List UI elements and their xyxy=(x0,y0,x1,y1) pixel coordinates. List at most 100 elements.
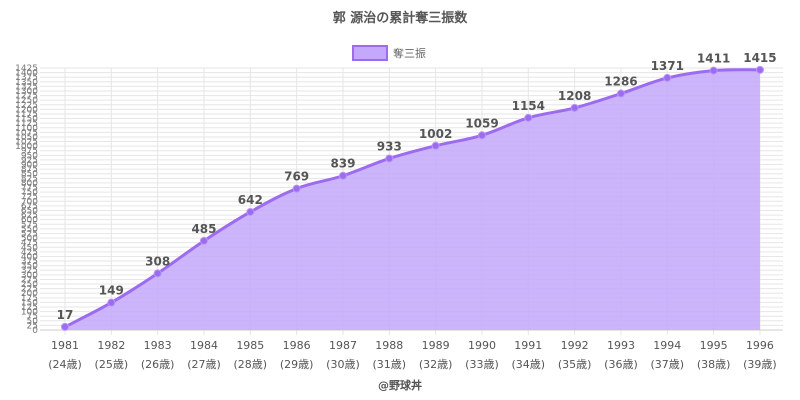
data-point[interactable] xyxy=(431,141,440,150)
y-tick-label: 525 xyxy=(21,229,38,239)
y-tick-label: 1350 xyxy=(15,78,38,88)
data-point[interactable] xyxy=(755,65,764,74)
data-label: 1208 xyxy=(558,89,591,103)
x-tick-year: 1989 xyxy=(422,339,450,352)
x-tick-age: (39歳) xyxy=(743,358,777,371)
data-point[interactable] xyxy=(292,184,301,193)
y-tick-label: 450 xyxy=(21,243,38,253)
data-point[interactable] xyxy=(477,131,486,140)
data-point[interactable] xyxy=(199,236,208,245)
x-tick-age: (32歳) xyxy=(419,358,453,371)
legend[interactable]: 奪三振 xyxy=(352,45,426,61)
data-label: 642 xyxy=(238,193,263,207)
x-tick-year: 1996 xyxy=(746,339,774,352)
data-points xyxy=(61,65,764,331)
data-point[interactable] xyxy=(524,113,533,122)
data-label: 1002 xyxy=(419,127,452,141)
y-tick-label: 950 xyxy=(21,151,38,161)
y-tick-label: 1300 xyxy=(15,87,38,97)
data-label: 769 xyxy=(284,170,309,184)
y-tick-label: 25 xyxy=(27,321,38,331)
y-tick-label: 475 xyxy=(21,239,38,249)
y-tick-label: 75 xyxy=(27,312,38,322)
y-tick-label: 425 xyxy=(21,248,38,258)
y-tick-label: 1000 xyxy=(15,142,38,152)
y-tick-label: 1150 xyxy=(15,115,38,125)
data-point[interactable] xyxy=(61,322,69,331)
y-tick-label: 225 xyxy=(21,285,38,295)
data-label: 839 xyxy=(330,157,355,171)
data-label: 17 xyxy=(57,308,74,322)
x-tick-year: 1982 xyxy=(97,339,125,352)
data-point[interactable] xyxy=(246,207,255,216)
data-label: 933 xyxy=(377,139,402,153)
x-tick-year: 1986 xyxy=(283,339,311,352)
data-point[interactable] xyxy=(338,171,347,180)
x-tick-year: 1985 xyxy=(236,339,264,352)
y-tick-label: 675 xyxy=(21,202,38,212)
footer-credit: @野球丼 xyxy=(378,378,422,392)
y-tick-label: 0 xyxy=(32,326,38,336)
series-line xyxy=(64,68,760,329)
data-label: 1411 xyxy=(697,52,730,66)
x-tick-year: 1991 xyxy=(514,339,542,352)
y-tick-label: 1175 xyxy=(15,110,38,120)
y-tick-label: 275 xyxy=(21,275,38,285)
y-tick-label: 100 xyxy=(21,308,38,318)
y-tick-label: 50 xyxy=(27,317,39,327)
y-tick-label: 175 xyxy=(21,294,38,304)
data-point[interactable] xyxy=(709,66,718,75)
y-tick-label: 1075 xyxy=(15,128,38,138)
y-tick-label: 500 xyxy=(21,234,38,244)
y-tick-label: 1400 xyxy=(15,69,38,79)
data-point[interactable] xyxy=(616,89,625,98)
x-tick-year: 1988 xyxy=(375,339,403,352)
data-label: 1286 xyxy=(604,75,637,89)
data-label: 149 xyxy=(99,284,124,298)
data-label: 1371 xyxy=(651,59,684,73)
y-tick-label: 1375 xyxy=(15,73,38,83)
data-point[interactable] xyxy=(107,298,116,307)
y-tick-label: 800 xyxy=(21,179,38,189)
y-tick-label: 1275 xyxy=(15,92,38,102)
y-tick-label: 1425 xyxy=(15,64,38,74)
y-tick-label: 250 xyxy=(21,280,38,290)
y-tick-label: 875 xyxy=(21,165,38,175)
y-tick-label: 700 xyxy=(21,197,38,207)
data-point[interactable] xyxy=(570,103,579,112)
y-tick-label: 300 xyxy=(21,271,38,281)
y-tick-label: 1025 xyxy=(15,138,38,148)
y-tick-label: 925 xyxy=(21,156,38,166)
data-point[interactable] xyxy=(663,73,672,82)
series-area xyxy=(64,68,760,330)
y-tick-label: 1050 xyxy=(15,133,38,143)
legend-label: 奪三振 xyxy=(393,46,426,60)
x-tick-age: (38歳) xyxy=(697,358,731,371)
x-tick-age: (24歳) xyxy=(48,358,82,371)
data-point[interactable] xyxy=(385,154,394,163)
x-tick-year: 1995 xyxy=(700,339,728,352)
y-tick-label: 550 xyxy=(21,225,38,235)
y-tick-label: 850 xyxy=(21,170,38,180)
data-labels: 17 149 308 485 642 769 839 933 1002 1059 1154 1208 1… xyxy=(57,51,777,322)
x-tick-age: (34歳) xyxy=(512,358,546,371)
y-tick-label: 1125 xyxy=(15,119,38,129)
y-tick-label: 975 xyxy=(21,147,38,157)
y-tick-label: 1200 xyxy=(15,105,38,115)
y-tick-label: 625 xyxy=(21,211,38,221)
x-tick-year: 1990 xyxy=(468,339,496,352)
x-tick-year: 1993 xyxy=(607,339,635,352)
y-tick-label: 150 xyxy=(21,298,38,308)
data-point[interactable] xyxy=(153,269,162,278)
y-tick-label: 650 xyxy=(21,206,38,216)
x-tick-age: (28歳) xyxy=(234,358,268,371)
y-tick-label: 825 xyxy=(21,174,38,184)
y-tick-label: 375 xyxy=(21,257,38,267)
x-tick-age: (25歳) xyxy=(95,358,129,371)
series-area-fill xyxy=(65,69,760,330)
x-tick-age: (35歳) xyxy=(558,358,592,371)
data-label: 485 xyxy=(191,222,216,236)
y-tick-label: 1250 xyxy=(15,96,38,106)
